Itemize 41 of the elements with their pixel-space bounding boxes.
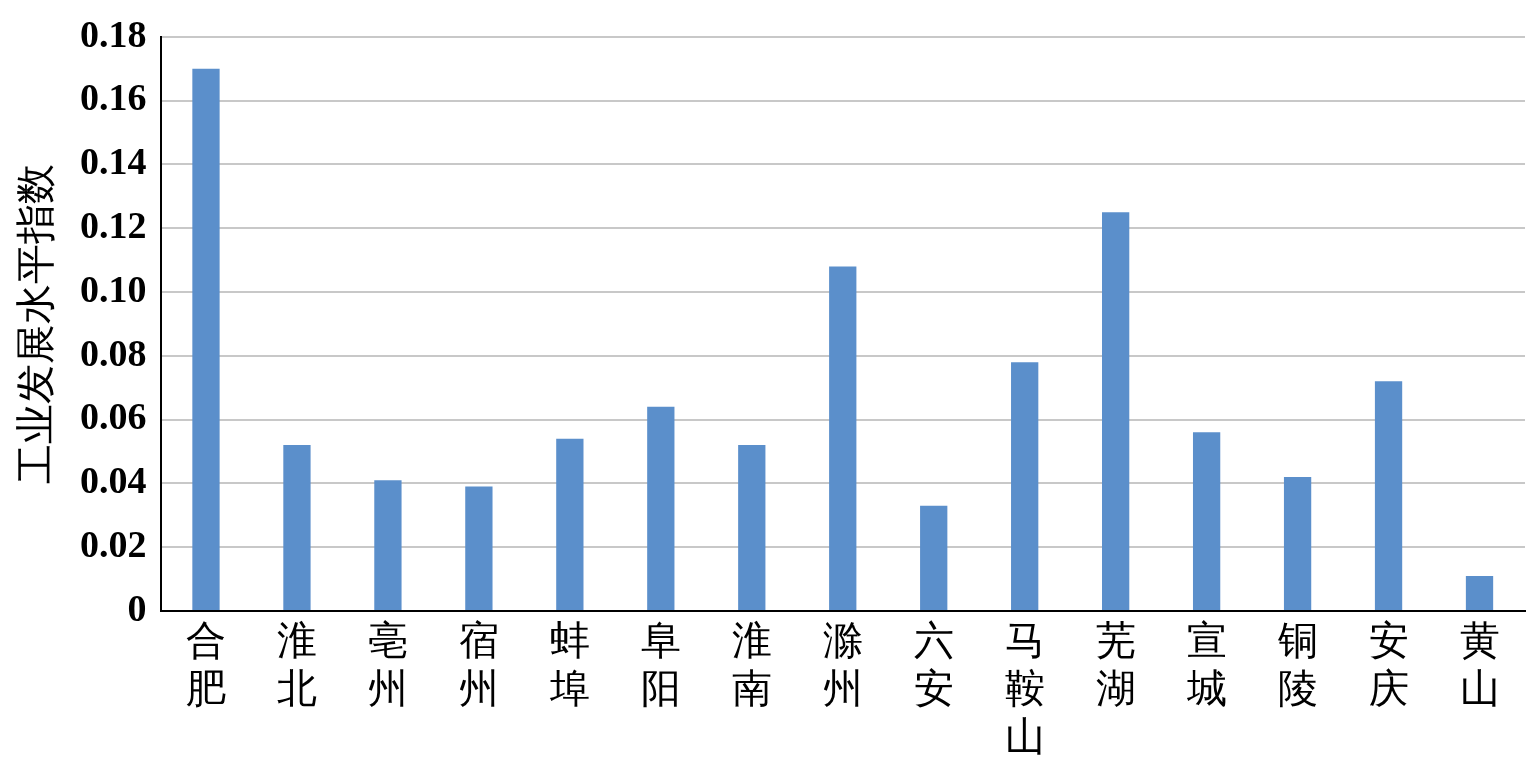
bar [1192, 432, 1221, 610]
bar [1283, 477, 1312, 610]
bar [192, 68, 220, 610]
x-tick-label: 铜陵 [1276, 617, 1318, 711]
y-tick-label: 0.12 [80, 204, 147, 247]
x-tick-label: 淮北 [276, 617, 317, 711]
y-tick-label: 0 [127, 586, 147, 629]
bar [374, 480, 402, 610]
x-tick-label: 滁州 [822, 617, 863, 711]
y-tick-label: 0.04 [80, 459, 147, 502]
bar [647, 406, 675, 610]
y-axis-title: 工业发展水平指数 [12, 163, 58, 484]
y-tick-label: 0.16 [80, 76, 147, 119]
bar [1011, 362, 1039, 610]
x-tick-label: 亳州 [367, 617, 408, 711]
y-tick-label: 0.14 [80, 140, 147, 183]
x-tick-label: 蚌埠 [548, 617, 590, 711]
x-tick-label: 宿州 [458, 617, 499, 711]
x-tick-label: 阜阳 [640, 617, 681, 711]
bar [920, 505, 948, 610]
y-tick-label: 0.06 [80, 395, 147, 438]
bar [1374, 381, 1403, 610]
x-tick-label: 宣城 [1185, 617, 1227, 711]
bar [1102, 212, 1130, 610]
y-tick-label: 0.10 [80, 267, 147, 310]
y-tick-label: 0.08 [80, 331, 147, 374]
x-tick-label: 淮南 [731, 617, 772, 711]
bar [283, 445, 311, 610]
x-tick-label: 芜湖 [1095, 617, 1136, 711]
y-tick-label: 0.18 [80, 12, 147, 55]
bar [738, 445, 766, 610]
bar [1465, 575, 1494, 610]
x-tick-label: 黄山 [1459, 617, 1500, 711]
x-tick-label: 六安 [913, 617, 954, 711]
x-tick-label: 合肥 [185, 617, 226, 711]
x-tick-label: 安庆 [1368, 617, 1409, 711]
x-tick-label: 马鞍山 [1004, 617, 1045, 759]
y-tick-label: 0.02 [80, 523, 147, 566]
bar [829, 266, 857, 610]
bar [465, 486, 493, 610]
bar [556, 438, 584, 610]
